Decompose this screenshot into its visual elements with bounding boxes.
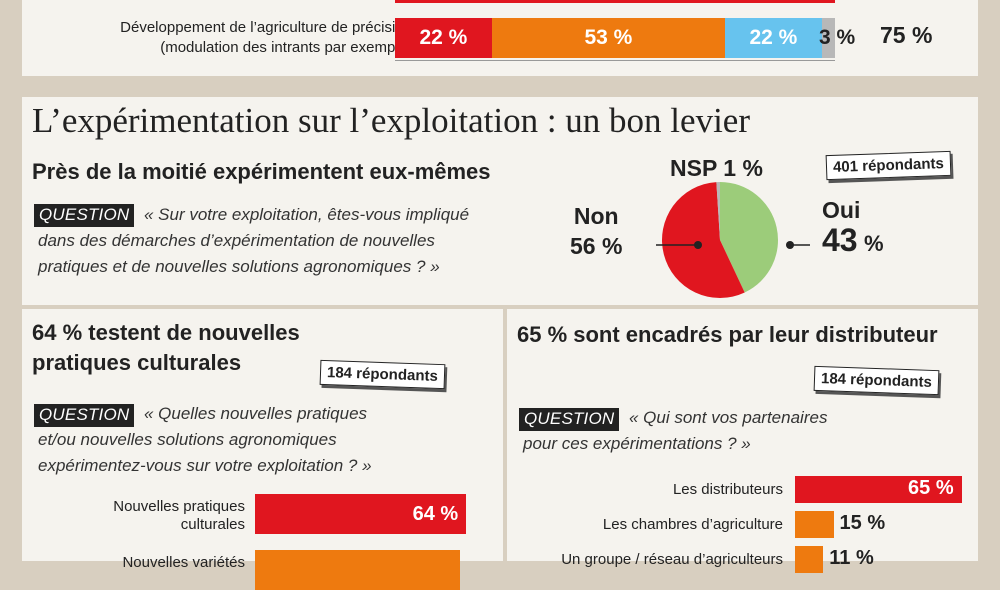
stacked-bar-segment: 22 % bbox=[395, 18, 492, 58]
pie-chart bbox=[656, 182, 810, 298]
right-bar bbox=[795, 546, 824, 573]
left-title-line-2: pratiques culturales bbox=[32, 350, 242, 375]
stacked-bar-top-edge bbox=[395, 0, 835, 3]
question-text-cont: dans des démarches d’expérimentation de … bbox=[38, 228, 440, 280]
right-bar-value-label: 15 % bbox=[839, 512, 886, 534]
top-panel: Développement de l’agriculture de précis… bbox=[22, 0, 978, 76]
question-text-cont: et/ou nouvelles solutions agronomiques e… bbox=[38, 427, 372, 479]
pie-label-non: Non 56 % bbox=[570, 201, 622, 261]
question-line: « Qui sont vos partenaires bbox=[629, 408, 828, 427]
pie-label-oui-value: 43 % bbox=[822, 222, 884, 259]
pie-slice-oui bbox=[720, 182, 778, 293]
question-line: pour ces expérimentations ? » bbox=[523, 434, 751, 453]
stacked-bar-axis bbox=[395, 60, 835, 61]
question-line: « Sur votre exploitation, êtes-vous impl… bbox=[144, 205, 470, 224]
right-title: 65 % sont encadrés par leur distributeur bbox=[517, 322, 938, 347]
stacked-bar-value-label: 22 % bbox=[749, 26, 798, 49]
left-bar-category: Nouvelles variétés bbox=[122, 554, 245, 572]
question-line: « Quelles nouvelles pratiques bbox=[144, 404, 368, 423]
question-tag: QUESTION bbox=[34, 204, 135, 227]
pie-label-oui-unit: % bbox=[863, 231, 884, 256]
top-row-label: Développement de l’agriculture de précis… bbox=[120, 18, 412, 58]
question-tag: QUESTION bbox=[519, 408, 620, 431]
bottom-left-panel: 64 % testent de nouvelles pratiques cult… bbox=[22, 309, 503, 590]
respondents-badge: 184 répondants bbox=[319, 359, 446, 390]
question-line: pratiques et de nouvelles solutions agro… bbox=[38, 257, 440, 276]
pie-subtitle: Près de la moitié expérimentent eux-même… bbox=[32, 159, 491, 184]
total-value: 75 % bbox=[880, 22, 933, 48]
left-title: 64 % testent de nouvelles pratiques cult… bbox=[32, 318, 300, 378]
leader-line-non-dot bbox=[694, 241, 702, 249]
stacked-bar-segment: 53 % bbox=[491, 18, 725, 58]
right-bar-category: Un groupe / réseau d’agriculteurs bbox=[561, 551, 783, 568]
respondents-badge: 184 répondants bbox=[813, 365, 940, 396]
respondents-badge: 401 répondants bbox=[825, 150, 952, 181]
right-bar-value-label: 11 % bbox=[829, 547, 874, 569]
pie-label-nsp: NSP 1 % bbox=[670, 155, 763, 181]
section-title: L’expérimentation sur l’exploitation : u… bbox=[32, 101, 750, 140]
question-text: « Sur votre exploitation, êtes-vous impl… bbox=[144, 202, 469, 228]
stacked-bar-segment: 22 % bbox=[725, 18, 822, 58]
stacked-bar-value-label: 22 % bbox=[419, 26, 468, 49]
question-tag: QUESTION bbox=[34, 404, 135, 427]
right-bar-category: Les chambres d’agriculture bbox=[602, 516, 783, 533]
pie-slice-nsp bbox=[716, 182, 720, 240]
left-bar-category: Nouvelles pratiques culturales bbox=[113, 498, 245, 534]
pie-label-non-value: 56 % bbox=[570, 233, 623, 259]
bottom-right-panel: 65 % sont encadrés par leur distributeur… bbox=[507, 309, 978, 573]
question-text: « Quelles nouvelles pratiques bbox=[144, 401, 367, 427]
stacked-bar-segment bbox=[821, 18, 835, 58]
pie-label-oui-word: Oui bbox=[822, 197, 861, 223]
question-text-cont: pour ces expérimentations ? » bbox=[523, 431, 751, 457]
right-bar bbox=[795, 511, 834, 538]
right-bar-value-label: 65 % bbox=[908, 477, 954, 499]
question-line: dans des démarches d’expérimentation de … bbox=[38, 231, 435, 250]
pie-label-non-word: Non bbox=[573, 203, 619, 229]
left-bar: 64 % bbox=[255, 494, 467, 534]
left-bar bbox=[255, 550, 460, 590]
left-bar-value-label: 64 % bbox=[412, 502, 459, 525]
left-title-line-1: 64 % testent de nouvelles bbox=[32, 320, 300, 345]
pie-label-oui: Oui 43 % bbox=[822, 195, 884, 259]
top-row-label-line-2: (modulation des intrants par exemple) bbox=[160, 39, 412, 56]
left-bar-category-line-1: Nouvelles variétés bbox=[122, 554, 245, 571]
top-row-label-line-1: Développement de l’agriculture de précis… bbox=[120, 19, 412, 36]
right-bar-category: Les distributeurs bbox=[672, 481, 783, 498]
right-bar bbox=[795, 476, 963, 503]
question-text: « Qui sont vos partenaires bbox=[629, 405, 827, 431]
pie-label-oui-number: 43 bbox=[822, 222, 858, 258]
stacked-bar: 22 % 53 % 22 % 3 % bbox=[395, 18, 855, 58]
leader-line-oui-dot bbox=[786, 241, 794, 249]
left-bar-category-line-1: Nouvelles pratiques bbox=[113, 498, 245, 515]
question-line: et/ou nouvelles solutions agronomiques bbox=[38, 430, 337, 449]
stacked-bar-value-label: 53 % bbox=[584, 26, 633, 49]
middle-panel: L’expérimentation sur l’exploitation : u… bbox=[22, 97, 978, 305]
question-line: expérimentez-vous sur votre exploitation… bbox=[38, 456, 372, 475]
pie-slice-non bbox=[662, 182, 745, 298]
stacked-bar-value-label: 3 % bbox=[819, 26, 856, 49]
left-bar-category-line-2: culturales bbox=[180, 516, 245, 533]
